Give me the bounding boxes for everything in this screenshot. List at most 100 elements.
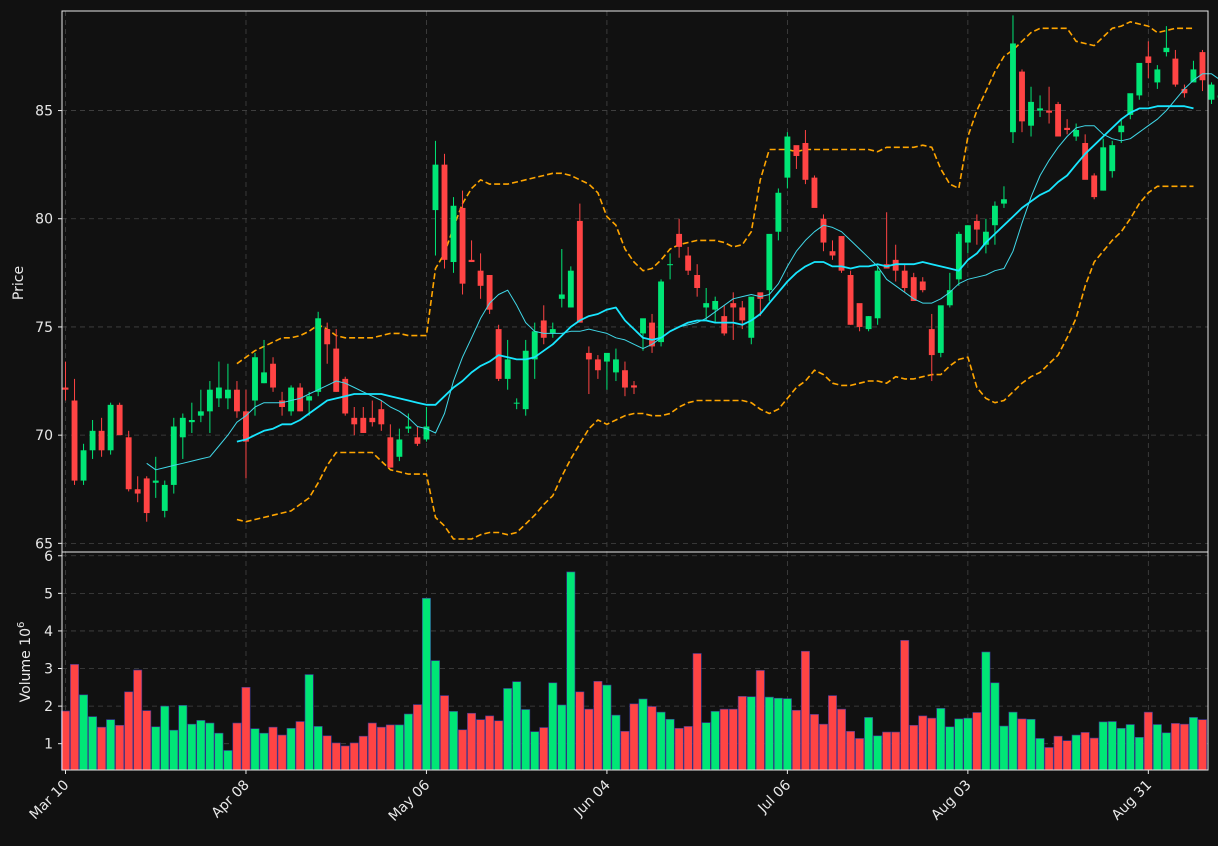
candle-body [189,420,195,422]
candle-body [631,385,637,387]
volume-bar [404,714,412,770]
volume-bar [558,705,566,770]
volume-bar [540,728,548,770]
candle-body [144,478,150,513]
volume-bar [513,682,521,770]
volume-bar [305,675,313,770]
candle-body [63,388,69,390]
candle-body [541,320,547,337]
candle-body [784,137,790,178]
volume-bar [188,724,196,770]
volume-bar [1000,726,1008,770]
volume-bar [1126,725,1134,770]
volume-bar [639,699,647,770]
candle-body [730,303,736,307]
volume-bar [1198,720,1206,770]
volume-bar [431,661,439,770]
volume-bar [892,732,900,770]
volume-bar [395,725,403,770]
candle-body [360,418,366,433]
volume-bar [1180,724,1188,770]
candle-body [387,437,393,467]
candle-body [640,318,646,333]
candle-body [1118,126,1124,132]
candle-body [577,221,583,323]
candle-body [324,329,330,344]
candle-body [685,256,691,271]
volume-tick-label: 1 [44,737,53,753]
volume-bar [846,731,854,770]
volume-bar [747,697,755,770]
candle-body [956,234,962,279]
volume-bar [882,732,890,770]
candle-body [261,372,267,383]
candle-body [830,251,836,255]
volume-bar [251,729,259,770]
candle-body [965,225,971,242]
volume-bar [332,743,340,770]
volume-bar [720,709,728,770]
volume-bar [170,730,178,770]
volume-axis-label-exponent: 6 [16,622,27,628]
volume-bar [621,731,629,770]
volume-bar [1072,735,1080,770]
volume-bar [242,687,250,770]
volume-bar [828,696,836,770]
volume-bar [79,695,87,770]
volume-bar [485,716,493,770]
candle-body [550,329,556,333]
candle-body [496,329,502,379]
candle-body [1200,52,1206,80]
candle-body [721,316,727,333]
volume-bar [630,704,638,770]
volume-bar [1171,723,1179,770]
volume-bar [675,728,683,770]
volume-bar [567,572,575,770]
candle-body [306,396,312,400]
candle-body [1055,104,1061,136]
volume-bar [901,640,909,770]
candle-body [793,145,799,156]
candle-body [1145,56,1151,62]
candle-body [90,431,96,450]
volume-bar [991,683,999,770]
candle-body [505,359,511,378]
price-tick-label: 70 [35,428,53,444]
volume-bar [1162,733,1170,770]
volume-bar [576,692,584,770]
volume-bar [837,709,845,770]
volume-axis-label: Volume 106 [16,622,34,703]
candle-body [1091,175,1097,197]
volume-bar [88,717,96,770]
volume-tick-label: 5 [44,586,53,602]
candle-body [1209,85,1215,100]
volume-bar [1036,738,1044,770]
candle-body [766,234,772,290]
volume-bar [1144,712,1152,770]
volume-bar [955,719,963,770]
candle-body [676,234,682,247]
candle-body [739,307,745,320]
volume-bar [152,727,160,770]
volume-bar [476,720,484,770]
volume-bar [657,712,665,770]
candle-body [622,370,628,387]
volume-bar [386,725,394,770]
volume-bar [684,726,692,770]
candle-body [117,405,123,435]
volume-bar [666,719,674,770]
volume-bar [215,733,223,770]
volume-bar [1153,725,1161,770]
candle-body [1172,59,1178,85]
candle-body [1154,69,1160,82]
volume-bar [323,736,331,770]
candle-body [99,431,105,450]
candle-body [974,221,980,230]
candle-body [514,403,520,404]
volume-bar [973,712,981,770]
volume-bar [1054,736,1062,770]
volume-bar [1018,719,1026,770]
candle-body [81,450,87,480]
candle-body [1073,130,1079,136]
volume-bar [61,711,69,770]
